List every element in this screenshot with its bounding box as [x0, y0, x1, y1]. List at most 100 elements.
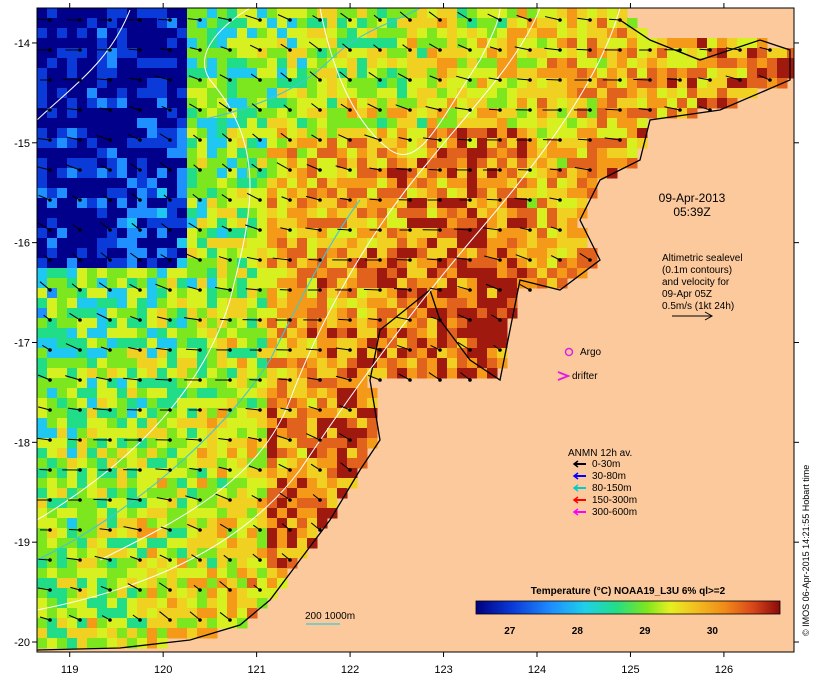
sst-cell — [117, 428, 128, 439]
velocity-vector — [66, 557, 81, 561]
sst-cell — [237, 78, 248, 89]
sst-cell — [137, 418, 148, 429]
sst-cell — [547, 38, 558, 49]
sst-cell — [237, 438, 248, 449]
sst-cell — [617, 38, 628, 49]
sst-cell — [167, 568, 178, 579]
sst-cell — [67, 178, 78, 189]
sst-cell — [47, 238, 58, 249]
sst-cell — [177, 68, 188, 79]
sst-cell — [97, 308, 108, 319]
sst-cell — [207, 148, 218, 159]
sst-cell — [207, 388, 218, 399]
sst-cell — [257, 48, 268, 59]
sst-cell — [267, 98, 278, 109]
velocity-vector-origin — [108, 468, 112, 472]
sst-cell — [237, 398, 248, 409]
sst-cell — [107, 158, 118, 169]
velocity-vector — [245, 224, 261, 231]
sst-cell — [727, 58, 738, 69]
sst-cell — [297, 118, 308, 129]
sst-cell — [447, 158, 458, 169]
sst-cell — [577, 168, 588, 179]
sst-cell — [267, 388, 278, 399]
sst-cell — [97, 478, 108, 489]
velocity-vector — [666, 78, 681, 81]
sst-cell — [367, 38, 378, 49]
sst-cell — [547, 278, 558, 289]
sst-cell — [187, 48, 198, 59]
sst-cell — [147, 568, 158, 579]
sst-cell — [137, 258, 148, 269]
sst-cell — [717, 88, 728, 99]
sst-cell — [297, 228, 308, 239]
sst-cell — [177, 98, 188, 109]
sst-cell — [547, 18, 558, 29]
sst-cell — [597, 138, 608, 149]
sst-cell — [77, 98, 88, 109]
sst-cell — [707, 48, 718, 59]
sst-cell — [527, 48, 538, 59]
sst-cell — [157, 178, 168, 189]
sst-cell — [97, 178, 108, 189]
sst-cell — [207, 298, 218, 309]
sst-cell — [257, 208, 268, 219]
sst-cell — [237, 478, 248, 489]
velocity-vector-origin — [198, 318, 202, 322]
sst-cell — [157, 588, 168, 599]
velocity-vector-origin — [228, 618, 232, 622]
sst-cell — [97, 418, 108, 429]
sst-cell — [507, 298, 518, 309]
sst-cell — [517, 18, 528, 29]
sst-cell — [137, 198, 148, 209]
sst-cell — [77, 528, 88, 539]
velocity-vector-origin — [378, 198, 382, 202]
sst-cell — [147, 138, 158, 149]
sst-cell — [407, 228, 418, 239]
sst-cell — [267, 518, 278, 529]
velocity-vector — [308, 258, 321, 261]
sst-cell — [467, 368, 478, 379]
sst-cell — [607, 98, 618, 109]
sst-cell — [37, 188, 48, 199]
sst-cell — [327, 488, 338, 499]
sst-cell — [427, 238, 438, 249]
velocity-vector-origin — [138, 618, 142, 622]
sst-cell — [217, 8, 228, 19]
sst-cell — [297, 388, 308, 399]
sst-cell — [297, 68, 308, 79]
sst-cell — [587, 108, 598, 119]
sst-cell — [317, 228, 328, 239]
velocity-vector-origin — [228, 228, 232, 232]
sst-cell — [527, 118, 538, 129]
sst-cell — [457, 128, 468, 139]
sst-cell — [427, 148, 438, 159]
sst-cell — [627, 118, 638, 129]
sst-cell — [407, 338, 418, 349]
sst-cell — [697, 38, 708, 49]
velocity-vector-origin — [138, 528, 142, 532]
sst-cell — [247, 188, 258, 199]
sst-cell — [187, 438, 198, 449]
sst-cell — [257, 118, 268, 129]
velocity-vector — [457, 341, 471, 351]
sst-cell — [177, 58, 188, 69]
sst-cell — [417, 368, 428, 379]
sst-cell — [87, 628, 98, 639]
sst-cell — [367, 338, 378, 349]
velocity-vector-origin — [318, 168, 322, 172]
velocity-vector — [453, 228, 471, 231]
sst-cell — [167, 548, 178, 559]
velocity-vector-origin — [108, 288, 112, 292]
velocity-vector-origin — [708, 78, 712, 82]
sst-cell — [307, 468, 318, 479]
sst-cell — [57, 198, 68, 209]
velocity-vector — [98, 282, 111, 291]
sst-cell — [367, 168, 378, 179]
sst-cell — [467, 348, 478, 359]
sst-cell — [437, 8, 448, 19]
sst-cell — [287, 218, 298, 229]
sst-cell — [187, 168, 198, 179]
sst-cell — [187, 458, 198, 469]
sst-cell — [507, 78, 518, 89]
